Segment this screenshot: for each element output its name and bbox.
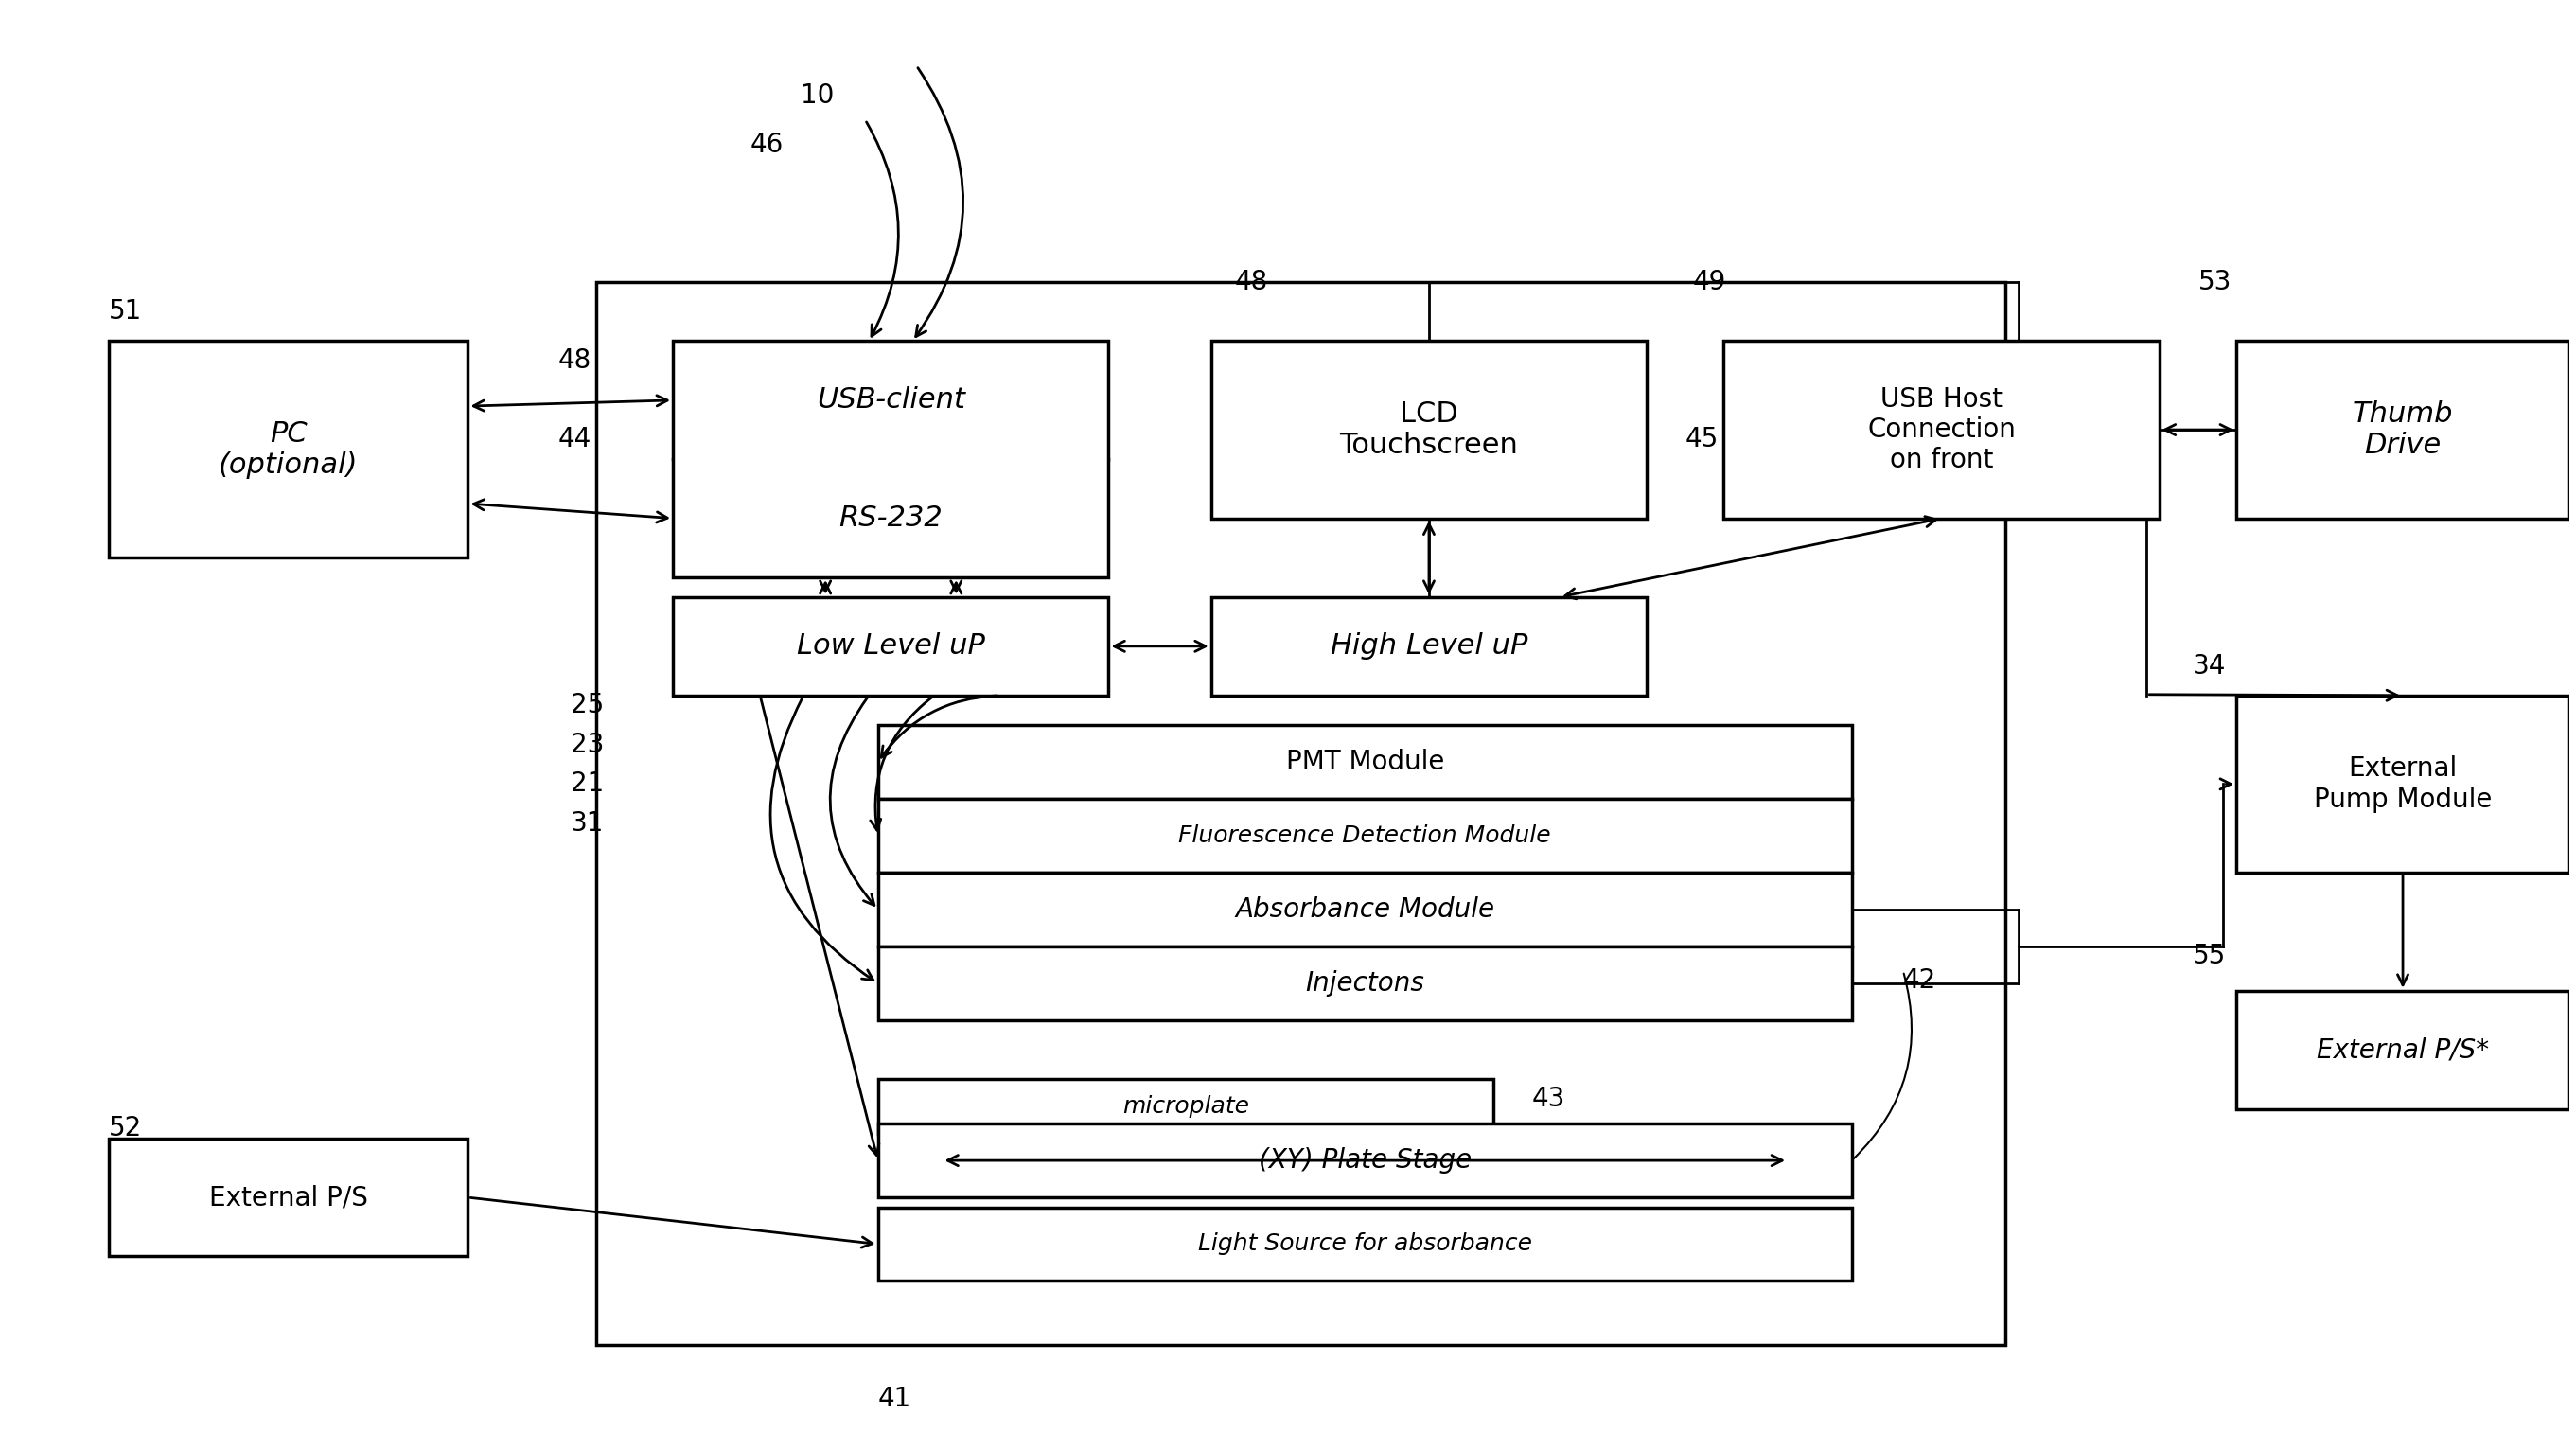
Text: 48: 48 [556, 348, 590, 374]
Bar [878, 1079, 1494, 1134]
Bar [1723, 341, 2159, 518]
Text: LCD
Touchscreen: LCD Touchscreen [1340, 400, 1517, 460]
Text: 31: 31 [569, 811, 603, 837]
Text: External P/S: External P/S [209, 1185, 368, 1211]
Text: 34: 34 [2192, 652, 2226, 679]
Bar [2236, 341, 2568, 518]
Bar [108, 341, 469, 558]
Bar [878, 947, 1852, 1021]
Text: Absorbance Module: Absorbance Module [1234, 896, 1494, 922]
Text: 46: 46 [750, 130, 783, 158]
Text: 21: 21 [569, 771, 603, 798]
Text: RS-232: RS-232 [840, 505, 943, 532]
Text: Fluorescence Detection Module: Fluorescence Detection Module [1180, 825, 1551, 847]
Text: 48: 48 [1234, 268, 1267, 296]
Bar [2236, 990, 2568, 1109]
Text: 45: 45 [1685, 426, 1718, 452]
Text: 41: 41 [878, 1386, 912, 1412]
Text: External
Pump Module: External Pump Module [2313, 755, 2491, 812]
Text: External P/S*: External P/S* [2316, 1037, 2488, 1063]
Text: High Level uP: High Level uP [1329, 632, 1528, 660]
Text: 23: 23 [569, 731, 603, 758]
Text: 25: 25 [569, 692, 603, 719]
Text: microplate: microplate [1123, 1095, 1249, 1118]
Text: Thumb
Drive: Thumb Drive [2352, 400, 2452, 460]
Bar [672, 341, 1108, 577]
Text: 43: 43 [1533, 1086, 1566, 1112]
Text: 51: 51 [108, 299, 142, 325]
Bar [2236, 696, 2568, 873]
Text: 10: 10 [801, 81, 835, 109]
Text: USB-client: USB-client [817, 387, 966, 413]
Bar [878, 1208, 1852, 1280]
Text: (XY) Plate Stage: (XY) Plate Stage [1257, 1147, 1471, 1173]
Bar [1211, 597, 1646, 696]
Text: Injectons: Injectons [1306, 970, 1425, 996]
Text: 42: 42 [1904, 967, 1937, 995]
Text: 44: 44 [556, 426, 590, 452]
Text: 49: 49 [1692, 268, 1726, 296]
Text: 55: 55 [2192, 943, 2226, 970]
Bar [672, 597, 1108, 696]
Bar [878, 725, 1852, 799]
Bar [595, 283, 2007, 1346]
Bar [878, 799, 1852, 873]
Bar [878, 1124, 1852, 1198]
Text: USB Host
Connection
on front: USB Host Connection on front [1868, 386, 2017, 474]
Text: PMT Module: PMT Module [1285, 748, 1445, 776]
Text: Low Level uP: Low Level uP [796, 632, 984, 660]
Text: PC
(optional): PC (optional) [219, 420, 358, 479]
Text: 53: 53 [2197, 268, 2231, 296]
Bar [108, 1138, 469, 1257]
Bar [878, 873, 1852, 947]
Bar [1211, 341, 1646, 518]
Text: 52: 52 [108, 1115, 142, 1141]
Text: Light Source for absorbance: Light Source for absorbance [1198, 1232, 1533, 1256]
